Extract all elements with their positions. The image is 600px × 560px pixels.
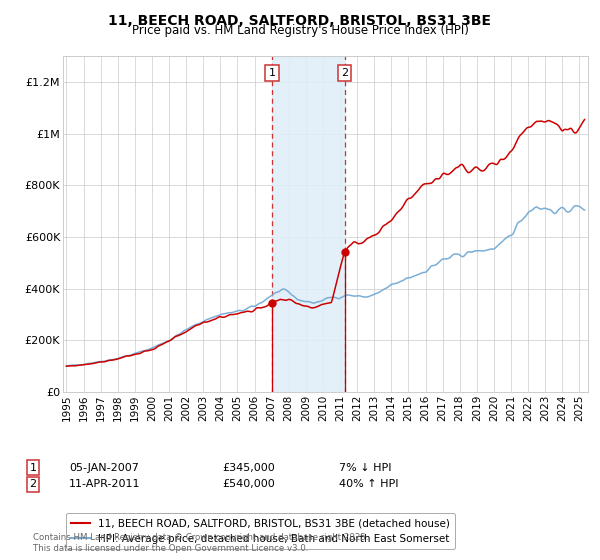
Text: 2: 2: [29, 479, 37, 489]
Text: Contains HM Land Registry data © Crown copyright and database right 2025.
This d: Contains HM Land Registry data © Crown c…: [33, 533, 368, 553]
Text: 2: 2: [341, 68, 348, 78]
Text: Price paid vs. HM Land Registry's House Price Index (HPI): Price paid vs. HM Land Registry's House …: [131, 24, 469, 37]
Text: 1: 1: [268, 68, 275, 78]
Text: 40% ↑ HPI: 40% ↑ HPI: [339, 479, 398, 489]
Legend: 11, BEECH ROAD, SALTFORD, BRISTOL, BS31 3BE (detached house), HPI: Average price: 11, BEECH ROAD, SALTFORD, BRISTOL, BS31 …: [65, 513, 455, 549]
Bar: [272, 56, 344, 392]
Text: £345,000: £345,000: [222, 463, 275, 473]
Text: 1: 1: [29, 463, 37, 473]
Text: 11-APR-2011: 11-APR-2011: [69, 479, 140, 489]
Text: 05-JAN-2007: 05-JAN-2007: [69, 463, 139, 473]
Text: £540,000: £540,000: [222, 479, 275, 489]
Text: 7% ↓ HPI: 7% ↓ HPI: [339, 463, 391, 473]
Text: 11, BEECH ROAD, SALTFORD, BRISTOL, BS31 3BE: 11, BEECH ROAD, SALTFORD, BRISTOL, BS31 …: [109, 14, 491, 28]
